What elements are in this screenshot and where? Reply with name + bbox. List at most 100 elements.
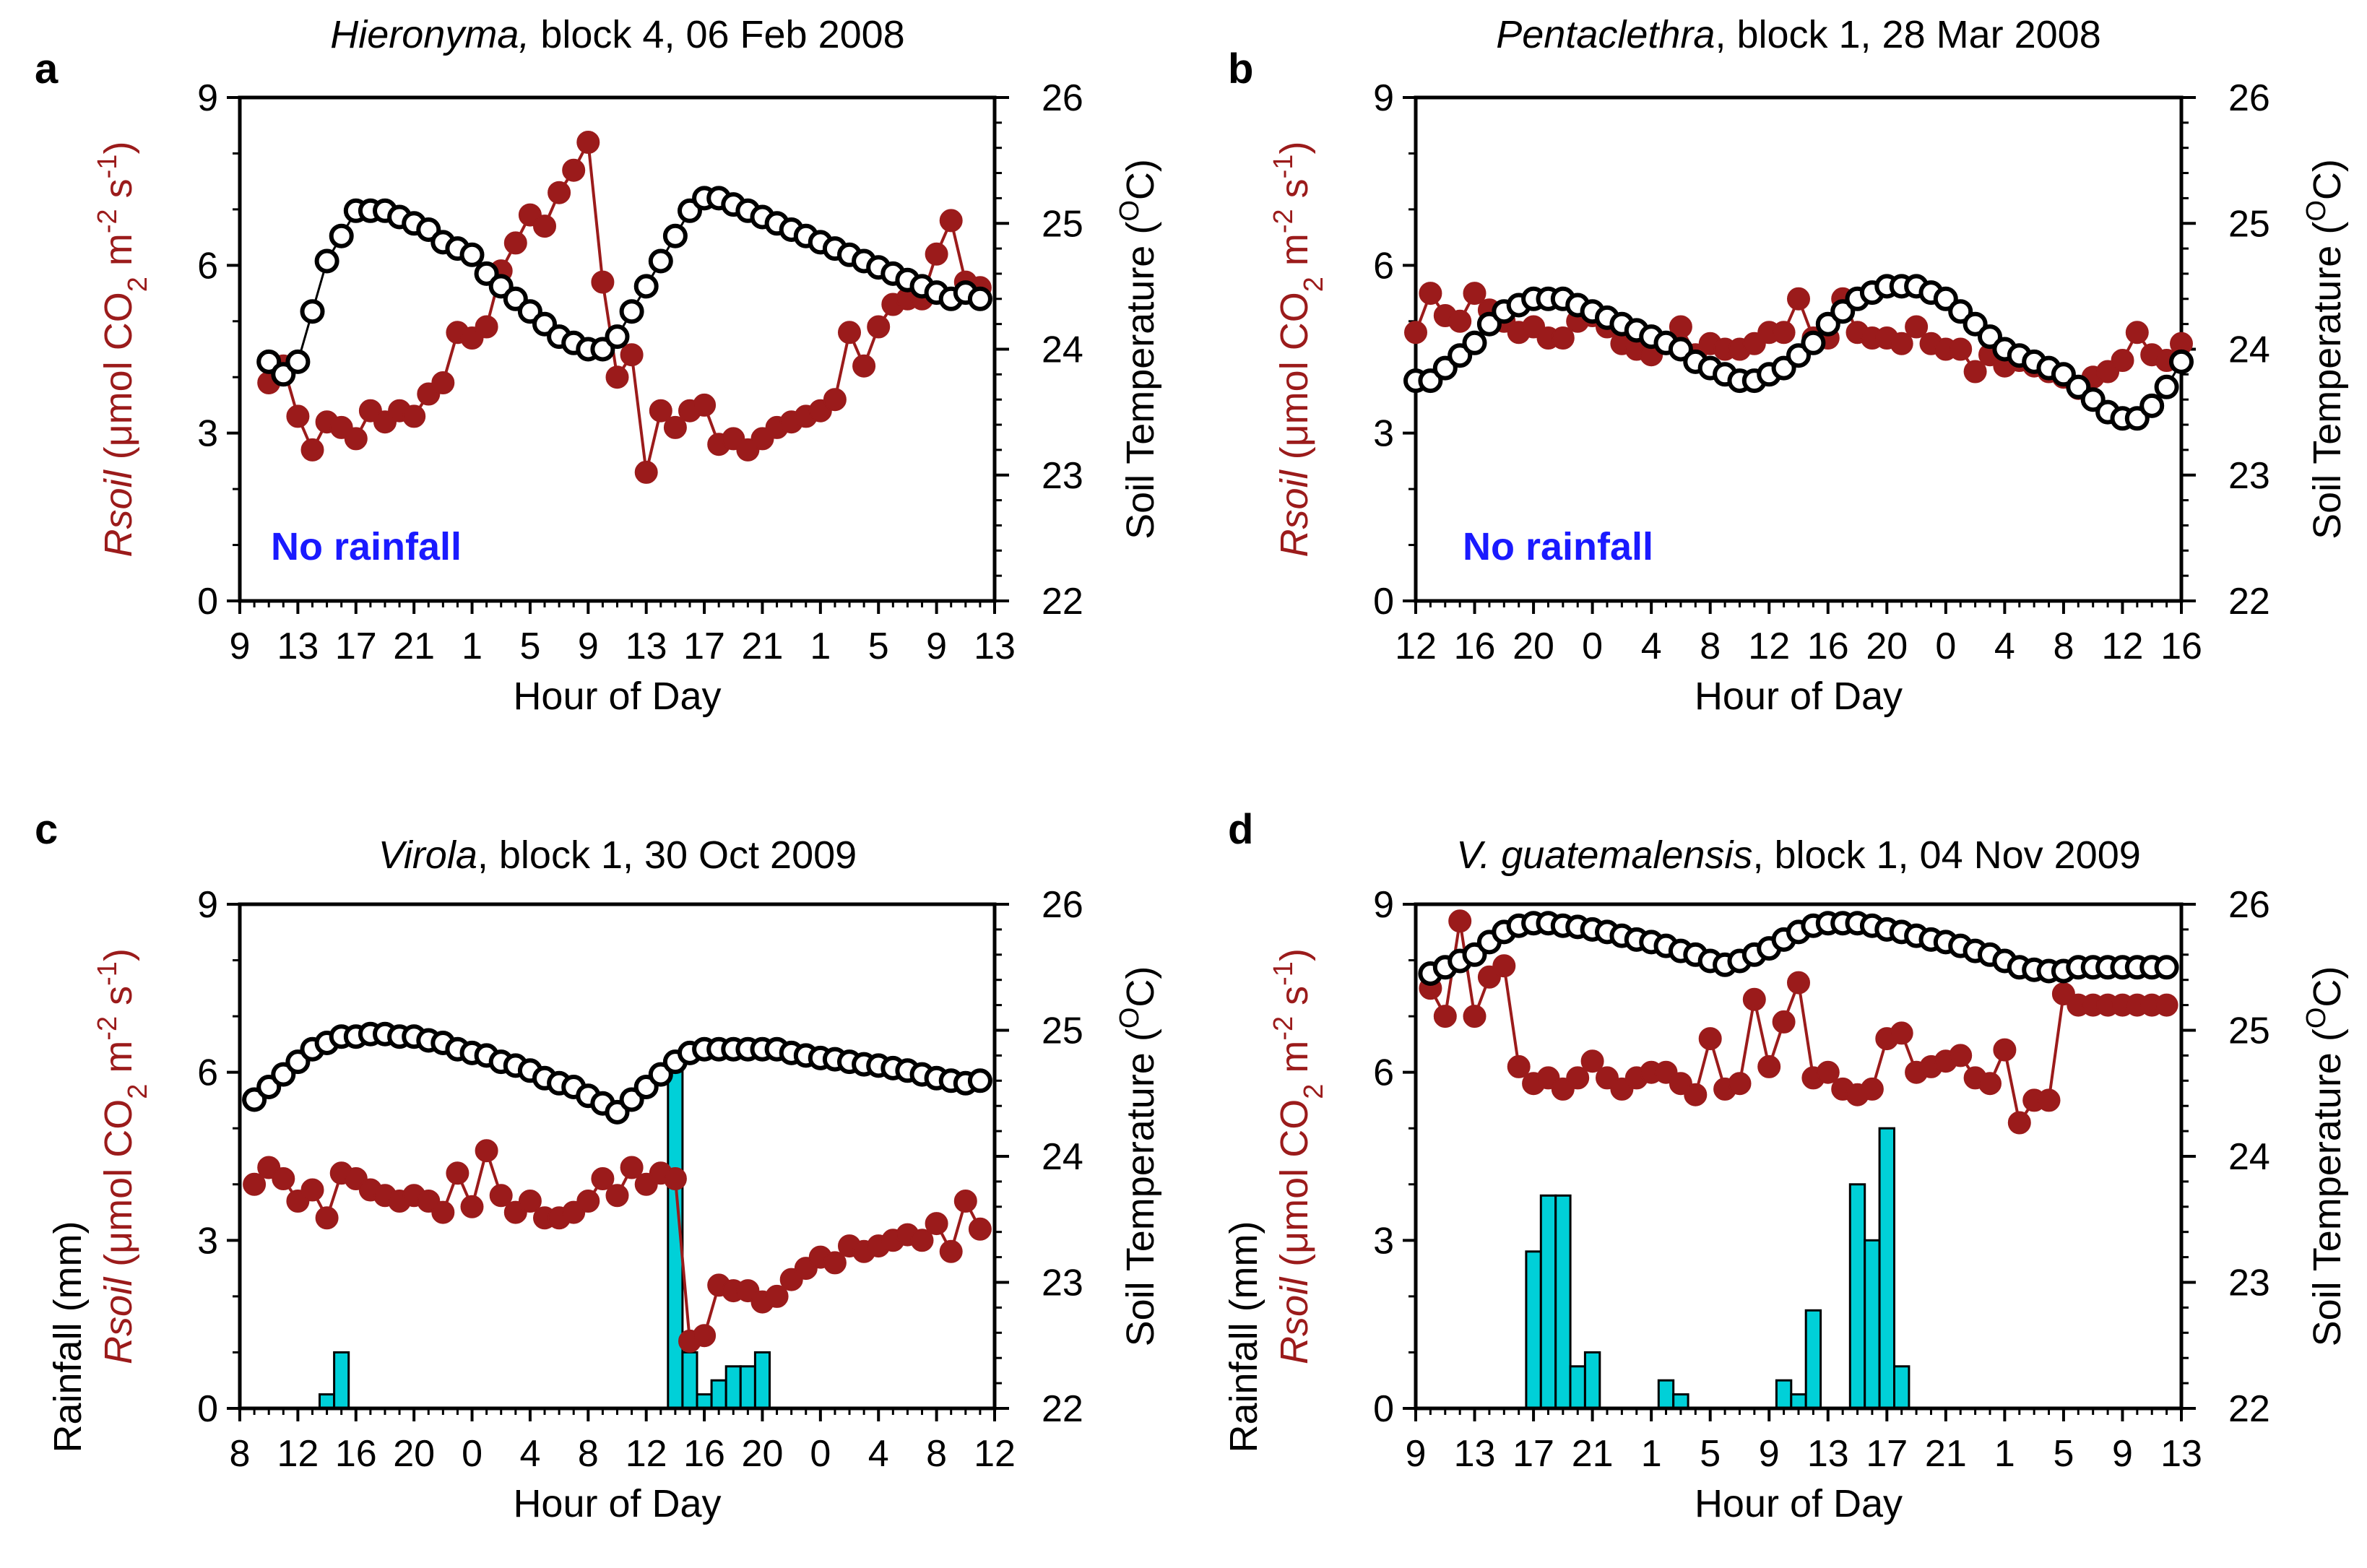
x-tick-label: 4 xyxy=(1641,625,1662,667)
y-right-tick-label: 26 xyxy=(2228,77,2270,119)
rsoil-point xyxy=(503,231,527,255)
y-left-tick-label: 3 xyxy=(1373,1220,1394,1262)
rainfall-bar xyxy=(1775,1379,1793,1410)
x-tick-label: 13 xyxy=(974,625,1016,667)
panel-d: d V. guatemalensis, block 1, 04 Nov 2009 0… xyxy=(1222,806,2349,1525)
temperature-point xyxy=(619,299,644,324)
x-tick-label: 5 xyxy=(868,625,889,667)
y-left-tick-label: 0 xyxy=(1373,1388,1394,1430)
rsoil-point xyxy=(1728,1072,1752,1096)
rainfall-bar xyxy=(1893,1365,1911,1410)
y-left-axis-label: Rsoil (μmol CO2 m-2 s-1) xyxy=(92,142,153,558)
no-rainfall-note: No rainfall xyxy=(271,525,462,568)
rsoil-point xyxy=(1684,1083,1708,1106)
rainfall-axis-label: Rainfall (mm) xyxy=(46,1221,90,1452)
rsoil-point xyxy=(1419,282,1442,306)
x-tick-label: 17 xyxy=(335,625,377,667)
rsoil-point xyxy=(489,1184,513,1208)
panel-letter: c xyxy=(35,806,58,853)
rsoil-point xyxy=(576,131,600,154)
x-tick-label: 20 xyxy=(393,1433,435,1475)
rsoil-point xyxy=(867,315,891,339)
y-left-tick-label: 3 xyxy=(197,413,218,455)
rainfall-bar xyxy=(1583,1351,1601,1410)
rainfall-bar xyxy=(696,1393,713,1410)
y-right-tick-label: 26 xyxy=(1042,77,1083,119)
panel-a: a Hieronyma, block 4, 06 Feb 2008 0 3 6 9 22 23… xyxy=(35,13,1162,718)
rainfall-bar xyxy=(1864,1239,1881,1410)
x-axis-label: Hour of Day xyxy=(513,1482,721,1525)
y-right-tick-label: 24 xyxy=(2228,1136,2270,1178)
y-left-tick-label: 3 xyxy=(197,1220,218,1262)
x-tick-label: 12 xyxy=(1395,625,1437,667)
x-tick-label: 12 xyxy=(2102,625,2144,667)
rsoil-point xyxy=(1448,909,1472,933)
y-right-tick-label: 23 xyxy=(2228,455,2270,497)
rainfall-bar xyxy=(753,1351,771,1410)
y-left-tick-label: 9 xyxy=(1373,77,1394,119)
rsoil-point xyxy=(968,1217,992,1241)
y-left-axis-label: Rsoil (μmol CO2 m-2 s-1) xyxy=(1268,142,1329,558)
rsoil-point xyxy=(693,1324,717,1348)
y-left-tick-label: 6 xyxy=(1373,245,1394,287)
y-left-tick-label: 0 xyxy=(197,581,218,623)
x-tick-label: 8 xyxy=(1700,625,1721,667)
rsoil-point xyxy=(823,1251,847,1275)
rsoil-point xyxy=(533,215,556,238)
rainfall-bar xyxy=(1878,1127,1896,1410)
x-tick-label: 4 xyxy=(519,1433,540,1475)
y-left-tick-label: 6 xyxy=(1373,1052,1394,1094)
temperature-point xyxy=(1462,330,1487,355)
rainfall-bar xyxy=(333,1351,350,1410)
y-right-tick-label: 24 xyxy=(1042,329,1083,371)
rsoil-point xyxy=(1463,1005,1487,1028)
x-axis-label: Hour of Day xyxy=(1695,675,1903,718)
temperature-point xyxy=(1418,368,1443,394)
y-right-tick-label: 24 xyxy=(1042,1136,1083,1178)
x-tick-label: 9 xyxy=(230,625,251,667)
temperature-point xyxy=(2154,374,2179,399)
panel-title: Virola, block 1, 30 Oct 2009 xyxy=(378,833,857,877)
rsoil-point xyxy=(939,1239,963,1263)
x-tick-label: 13 xyxy=(1454,1433,1496,1475)
rsoil-point xyxy=(2155,993,2178,1017)
x-tick-label: 0 xyxy=(810,1433,831,1475)
temperature-point xyxy=(459,242,485,267)
temperature-point xyxy=(2154,955,2179,980)
rsoil-point xyxy=(1890,332,1913,355)
rsoil-point xyxy=(460,1195,484,1218)
x-tick-label: 17 xyxy=(683,625,725,667)
x-tick-label: 1 xyxy=(810,625,831,667)
rsoil-point xyxy=(1772,321,1796,345)
x-tick-label: 1 xyxy=(462,625,483,667)
y-right-tick-label: 23 xyxy=(2228,1262,2270,1304)
x-tick-label: 4 xyxy=(868,1433,889,1475)
rainfall-bar xyxy=(681,1351,698,1410)
rsoil-point xyxy=(1742,987,1766,1011)
temperature-point xyxy=(1476,311,1502,337)
rainfall-bar xyxy=(1672,1393,1689,1410)
panel-b: b Pentaclethra, block 1, 28 Mar 2008 0 3 6 9 2… xyxy=(1228,13,2349,718)
y-right-tick-label: 25 xyxy=(1042,1010,1083,1052)
x-tick-label: 12 xyxy=(974,1433,1016,1475)
rsoil-point xyxy=(765,1284,789,1308)
rsoil-point xyxy=(1433,1005,1457,1028)
rainfall-bar xyxy=(1525,1250,1542,1410)
rsoil-point xyxy=(1757,1054,1781,1078)
x-tick-label: 1 xyxy=(1994,1433,2015,1475)
x-tick-label: 16 xyxy=(2160,625,2202,667)
x-tick-label: 1 xyxy=(1641,1433,1662,1475)
x-tick-label: 21 xyxy=(742,625,784,667)
rsoil-point xyxy=(939,209,963,233)
x-tick-label: 9 xyxy=(578,625,599,667)
temperature-point xyxy=(1948,299,1973,324)
rsoil-point xyxy=(1860,1077,1884,1101)
rsoil-point xyxy=(1963,360,1987,384)
y-right-tick-label: 25 xyxy=(2228,203,2270,245)
x-tick-label: 20 xyxy=(1866,625,1908,667)
rsoil-point xyxy=(2037,1088,2061,1112)
no-rainfall-note: No rainfall xyxy=(1463,525,1653,568)
y-left-tick-label: 6 xyxy=(197,245,218,287)
rainfall-bar xyxy=(724,1365,742,1410)
